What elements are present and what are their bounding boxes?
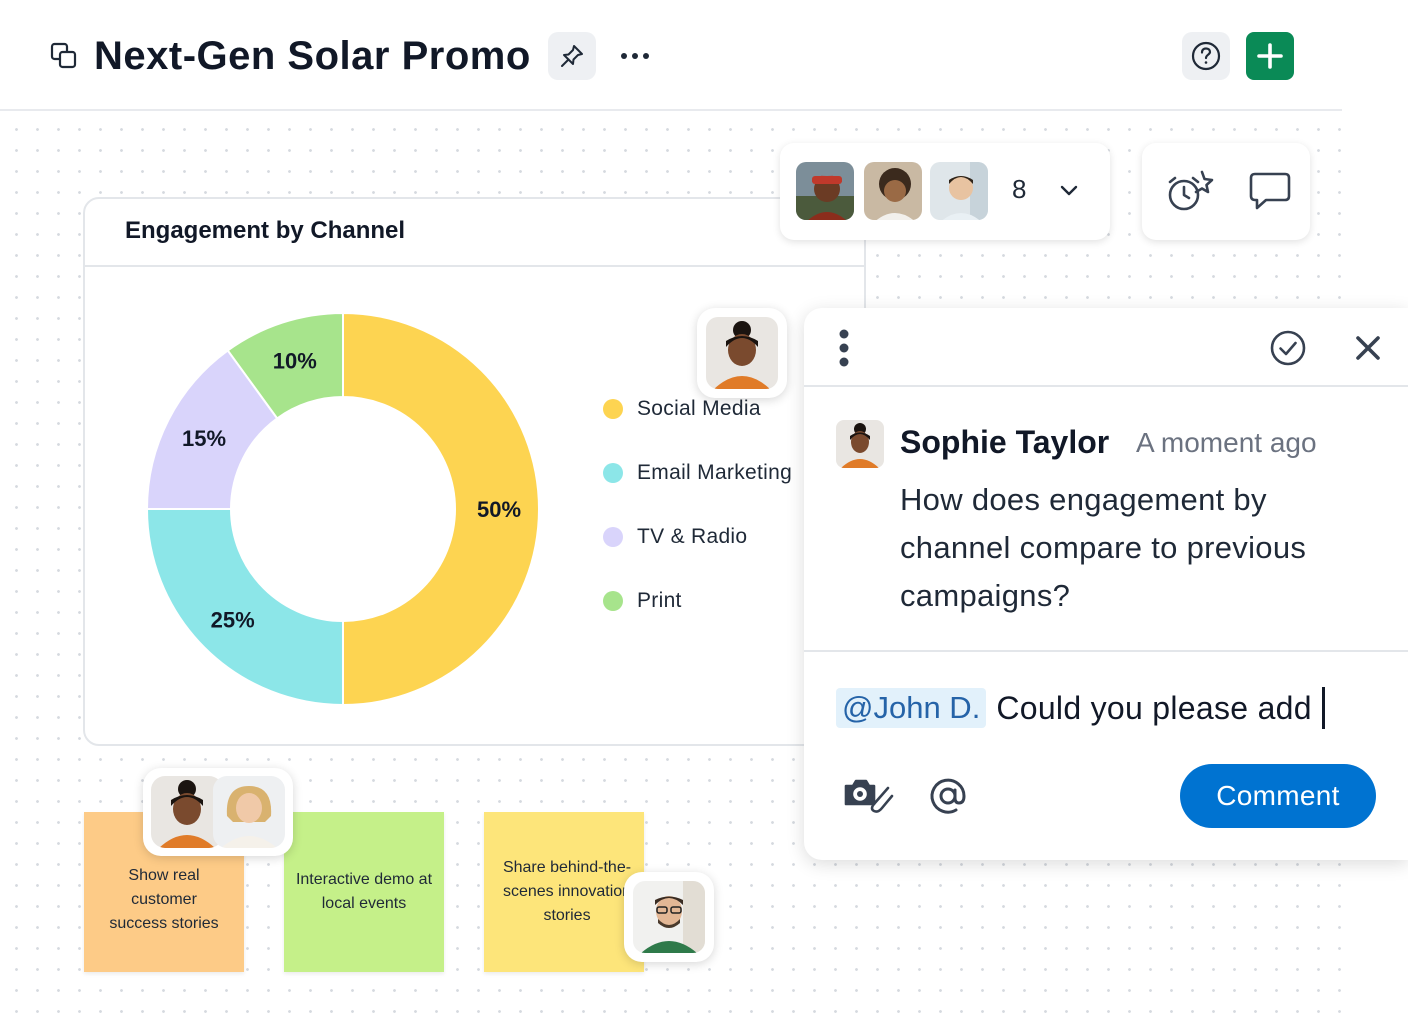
close-icon[interactable] xyxy=(1352,332,1384,369)
top-bar: Next-Gen Solar Promo xyxy=(0,0,1342,111)
legend-swatch xyxy=(603,527,623,547)
comment-body: How does engagement by channel compare t… xyxy=(900,482,1307,613)
legend-label: Social Media xyxy=(637,397,761,420)
avatar[interactable] xyxy=(213,776,285,848)
donut-slice-social-media[interactable] xyxy=(342,311,540,707)
tools-panel xyxy=(1142,143,1310,240)
legend-item-tv-radio: TV & Radio xyxy=(603,523,747,551)
resolve-check-icon[interactable] xyxy=(1268,328,1308,373)
mention-chip[interactable]: @John D. xyxy=(836,688,987,728)
donut-data-label: 50% xyxy=(477,497,521,522)
sticky-note[interactable]: Interactive demo at local events xyxy=(284,812,444,972)
chart-card[interactable]: Engagement by Channel 50% 25% 15% 10% Socia… xyxy=(83,197,866,746)
legend-item-email-marketing: Email Marketing xyxy=(603,459,792,487)
comment-icon[interactable] xyxy=(1248,171,1292,218)
collaborator-cursor-avatar[interactable] xyxy=(624,872,714,962)
plus-icon xyxy=(1257,43,1283,69)
legend-label: TV & Radio xyxy=(637,525,748,548)
pin-button[interactable] xyxy=(548,32,596,80)
help-icon xyxy=(1191,41,1221,71)
mention-at-icon[interactable] xyxy=(928,776,968,821)
avatar[interactable] xyxy=(794,160,856,222)
legend-label: Print xyxy=(637,589,682,612)
collaborator-avatar-group[interactable] xyxy=(143,768,293,856)
more-icon xyxy=(621,53,649,59)
timer-sparkle-icon[interactable] xyxy=(1164,169,1216,220)
comment-button[interactable]: Comment xyxy=(1180,764,1376,828)
legend-item-print: Print xyxy=(603,587,682,615)
divider xyxy=(804,650,1408,652)
donut-data-label: 10% xyxy=(273,349,317,374)
donut-data-label: 25% xyxy=(211,607,255,632)
comment-header xyxy=(804,308,1408,387)
comment-timestamp: A moment ago xyxy=(1136,427,1317,458)
comment-panel: Sophie Taylor A moment ago How does enga… xyxy=(804,308,1408,860)
page-title: Next-Gen Solar Promo xyxy=(94,34,531,78)
donut-slice-email-marketing[interactable] xyxy=(145,508,344,707)
legend-swatch xyxy=(603,463,623,483)
legend-item-social-media: Social Media xyxy=(603,395,761,423)
pin-icon xyxy=(561,45,583,67)
sticky-note-text: Share behind-the-scenes innovation stori… xyxy=(502,859,632,924)
text-caret xyxy=(1321,687,1325,729)
sticky-note[interactable]: Share behind-the-scenes innovation stori… xyxy=(484,812,644,972)
donut-data-label: 15% xyxy=(182,426,226,451)
more-options-button[interactable] xyxy=(614,32,656,80)
collaborators-panel[interactable]: 8 xyxy=(780,143,1110,240)
avatar[interactable] xyxy=(151,776,223,848)
copy-icon[interactable] xyxy=(48,40,80,72)
avatar xyxy=(836,420,884,468)
collaborator-cursor-avatar[interactable] xyxy=(697,308,787,398)
reply-draft-text[interactable]: Could you please add xyxy=(996,689,1312,726)
help-button[interactable] xyxy=(1182,32,1230,80)
add-button[interactable] xyxy=(1246,32,1294,80)
reply-input[interactable]: @John D. Could you please add xyxy=(836,684,1325,732)
donut-chart: 50% 25% 15% 10% xyxy=(145,311,540,707)
legend-swatch xyxy=(603,591,623,611)
avatar[interactable] xyxy=(928,160,990,222)
sticky-note-text: Interactive demo at local events xyxy=(295,871,433,912)
camera-attach-icon[interactable] xyxy=(842,774,896,819)
donut-slice-print[interactable] xyxy=(226,311,344,420)
legend-label: Email Marketing xyxy=(637,461,793,484)
kebab-menu-icon[interactable] xyxy=(834,328,854,373)
avatar[interactable] xyxy=(862,160,924,222)
chevron-down-icon[interactable] xyxy=(1058,179,1080,206)
chart-card-header: Engagement by Channel xyxy=(85,199,864,267)
legend-swatch xyxy=(603,399,623,419)
chart-title: Engagement by Channel xyxy=(125,217,406,244)
comment-author: Sophie Taylor xyxy=(900,424,1110,460)
collaborator-count: 8 xyxy=(1012,174,1027,204)
sticky-note-text: Show real customer success stories xyxy=(109,867,219,932)
